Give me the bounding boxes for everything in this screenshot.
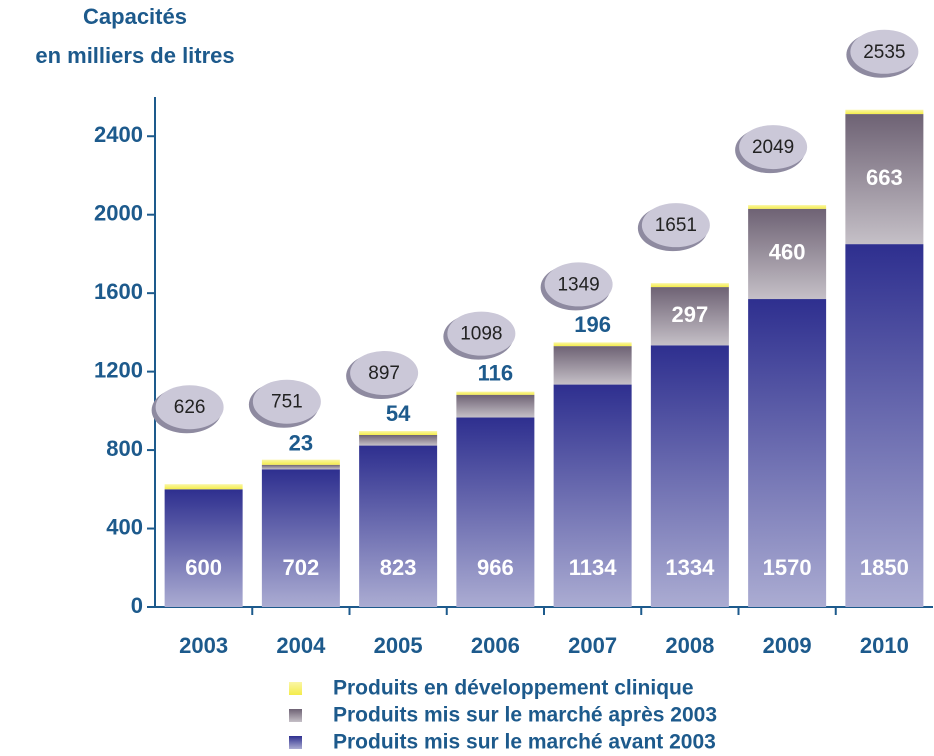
bar-segment (650, 345, 729, 607)
bar-segment (164, 484, 243, 490)
x-tick-label: 2006 (471, 633, 520, 658)
x-tick-label: 2003 (179, 633, 228, 658)
value-label: 196 (574, 312, 611, 337)
legend-swatch (289, 736, 302, 749)
value-label: 663 (866, 165, 903, 190)
bar-segment (845, 244, 924, 607)
value-label: 600 (185, 555, 222, 580)
y-tick-label: 0 (131, 593, 143, 618)
y-tick-label: 400 (106, 514, 143, 539)
value-label: 702 (283, 555, 320, 580)
value-label: 823 (380, 555, 417, 580)
legend-label: Produits en développement clinique (333, 677, 694, 700)
value-label: 54 (386, 401, 411, 426)
y-tick-label: 2400 (94, 122, 143, 147)
y-axis-label: en milliers de litres (35, 43, 234, 68)
bar-segment (553, 384, 632, 607)
x-tick-label: 2009 (763, 633, 812, 658)
value-label: 1334 (665, 555, 715, 580)
value-label: 1850 (860, 555, 909, 580)
bar-segment (553, 342, 632, 347)
bar-segment (456, 391, 535, 395)
value-label: 1570 (763, 555, 812, 580)
x-tick-label: 2004 (276, 633, 326, 658)
value-label: 116 (478, 361, 514, 386)
legend-label: Produits mis sur le marché avant 2003 (333, 731, 716, 754)
total-label: 897 (368, 363, 400, 384)
total-label: 2049 (752, 137, 794, 158)
bar-segment (359, 434, 438, 446)
bar-segment (359, 431, 438, 435)
bar-segment (164, 489, 243, 607)
bar-segment (650, 287, 729, 346)
total-label: 2535 (863, 42, 905, 63)
value-label: 297 (672, 302, 709, 327)
x-tick-label: 2005 (374, 633, 423, 658)
total-bubble (739, 125, 808, 170)
bar-segment (261, 469, 340, 607)
y-tick-label: 1600 (94, 279, 143, 304)
bar-segment (650, 283, 729, 288)
x-tick-label: 2010 (860, 633, 909, 658)
total-bubble (447, 311, 516, 356)
bar-segment (748, 205, 827, 209)
total-bubble (544, 262, 613, 307)
bar-segment (456, 394, 535, 418)
value-label: 460 (769, 240, 806, 265)
total-label: 1098 (460, 324, 502, 345)
bar-segment (261, 459, 340, 465)
bar-segment (261, 464, 340, 470)
x-tick-label: 2007 (568, 633, 617, 658)
legend-swatch (289, 682, 302, 695)
total-label: 1651 (655, 215, 697, 236)
legend-label: Produits mis sur le marché après 2003 (333, 704, 717, 727)
y-axis-label: Capacités (83, 4, 187, 29)
bar-segment (359, 445, 438, 607)
total-bubble (252, 379, 321, 424)
bar-segment (748, 208, 827, 300)
total-label: 751 (271, 392, 303, 413)
bar-segment (748, 299, 827, 607)
total-bubble (350, 351, 419, 396)
bar-segment (553, 346, 632, 385)
value-label: 1134 (569, 555, 617, 580)
total-bubble (850, 29, 919, 74)
y-tick-label: 800 (106, 436, 143, 461)
total-bubble (155, 385, 224, 430)
total-label: 626 (174, 397, 206, 418)
total-bubble (641, 203, 710, 248)
bar-segment (456, 417, 535, 607)
bar-segment (845, 114, 924, 245)
legend-swatch (289, 709, 302, 722)
value-label: 966 (477, 555, 514, 580)
total-label: 1349 (557, 274, 599, 295)
y-tick-label: 2000 (94, 201, 143, 226)
bar-segment (845, 109, 924, 115)
x-tick-label: 2008 (665, 633, 714, 658)
value-label: 23 (289, 431, 313, 456)
y-tick-label: 1200 (94, 357, 143, 382)
